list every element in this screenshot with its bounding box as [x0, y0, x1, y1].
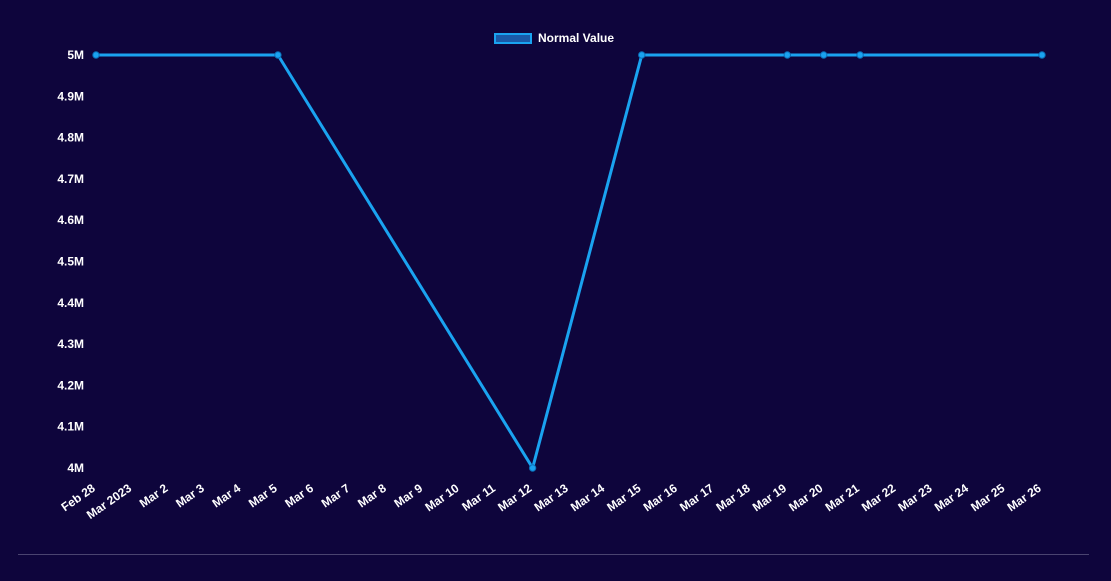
y-tick-label: 4.6M — [57, 213, 84, 227]
data-point[interactable] — [92, 51, 100, 59]
x-tick-label: Mar 25 — [968, 481, 1007, 514]
y-tick-label: 4.8M — [57, 131, 84, 145]
x-tick-label: Mar 24 — [932, 481, 971, 514]
data-point[interactable] — [528, 464, 537, 472]
x-tick-label: Mar 15 — [604, 481, 643, 514]
x-tick-label: Mar 20 — [786, 481, 825, 514]
y-tick-label: 5M — [67, 48, 84, 62]
x-tick-label: Mar 13 — [532, 481, 571, 514]
x-tick-label: Mar 8 — [355, 481, 389, 511]
x-tick-label: Mar 14 — [568, 481, 607, 514]
x-tick-label: Mar 18 — [713, 481, 752, 514]
data-point[interactable] — [1038, 51, 1046, 59]
x-tick-label: Mar 11 — [459, 481, 498, 514]
x-tick-label: Mar 7 — [319, 481, 353, 511]
y-tick-label: 4M — [67, 461, 84, 475]
x-tick-label: Mar 17 — [677, 481, 716, 514]
chart-legend[interactable]: Normal Value — [494, 31, 614, 45]
y-tick-label: 4.9M — [57, 89, 84, 103]
x-tick-label: Mar 23 — [895, 481, 934, 514]
bottom-divider — [18, 554, 1089, 555]
x-tick-label: Mar 2 — [137, 481, 171, 511]
x-tick-label: Mar 10 — [422, 481, 461, 514]
x-tick-label: Mar 9 — [391, 481, 425, 511]
data-point[interactable] — [638, 51, 646, 59]
x-tick-label: Mar 5 — [246, 481, 280, 511]
x-tick-label: Mar 16 — [641, 481, 680, 514]
y-tick-label: 4.3M — [57, 337, 84, 351]
y-tick-label: 4.7M — [57, 172, 84, 186]
data-point[interactable] — [274, 51, 282, 59]
data-point[interactable] — [819, 51, 828, 59]
x-tick-label: Mar 3 — [173, 481, 207, 511]
y-tick-label: 4.4M — [57, 296, 84, 310]
y-tick-label: 4.5M — [57, 255, 84, 269]
data-point[interactable] — [783, 51, 792, 59]
data-point[interactable] — [856, 51, 864, 59]
legend-label: Normal Value — [538, 31, 615, 45]
x-tick-label: Mar 4 — [210, 481, 244, 511]
x-tick-label: Mar 6 — [282, 481, 316, 511]
series-line — [96, 53, 1042, 470]
y-tick-label: 4.2M — [57, 378, 84, 392]
x-tick-label: Mar 26 — [1005, 481, 1044, 514]
legend-swatch — [494, 32, 532, 44]
y-tick-label: 4.1M — [57, 420, 84, 434]
x-tick-label: Mar 12 — [495, 481, 534, 514]
x-tick-label: Mar 22 — [859, 481, 898, 514]
x-tick-label: Mar 21 — [823, 481, 862, 514]
y-axis: 5M 4.9M 4.8M 4.7M 4.6M 4.5M 4.4M 4.3M 4.2M 4.1M 4M — [57, 48, 84, 475]
x-tick-label: Mar 19 — [750, 481, 789, 514]
